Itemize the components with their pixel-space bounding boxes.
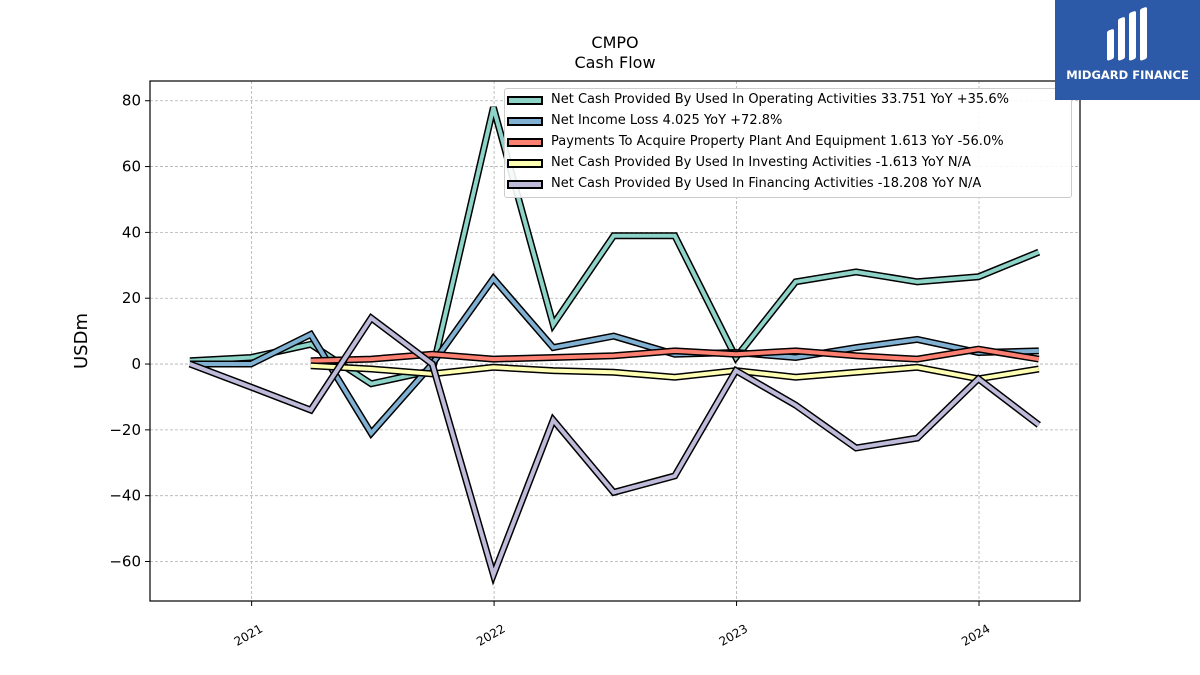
legend-item-investing: Net Cash Provided By Used In Investing A… <box>505 154 1071 175</box>
series-lines <box>188 106 1041 586</box>
legend-swatch-net-income <box>507 117 543 126</box>
y-tick-label: −20 <box>109 421 141 439</box>
y-tick-label: −40 <box>109 487 141 505</box>
x-tick-label: 2022 <box>474 621 507 648</box>
legend-label-investing: Net Cash Provided By Used In Investing A… <box>551 155 971 170</box>
x-tick-label: 2023 <box>717 621 750 648</box>
x-tick-label: 2021 <box>232 621 265 648</box>
y-axis-label: USDm <box>71 313 92 369</box>
plot-frame <box>149 80 1081 602</box>
chart-subtitle: Cash Flow <box>574 53 656 72</box>
legend-label-operating: Net Cash Provided By Used In Operating A… <box>551 92 1009 107</box>
legend-item-capex: Payments To Acquire Property Plant And E… <box>505 133 1071 154</box>
legend-swatch-operating <box>507 96 543 105</box>
y-tick-label: −60 <box>109 553 141 571</box>
logo-mark-icon <box>1107 7 1147 61</box>
y-tick-label: 60 <box>122 158 141 176</box>
legend-swatch-investing <box>507 159 543 168</box>
midgard-finance-logo: MIDGARD FINANCE <box>1055 0 1200 100</box>
y-tick-label: 80 <box>122 92 141 110</box>
y-tick-label: 20 <box>122 289 141 307</box>
series-line <box>189 315 1041 581</box>
series-4 <box>188 312 1041 586</box>
legend-swatch-capex <box>507 138 543 147</box>
y-axis: −60 −40 −20 0 20 40 60 80 <box>109 92 150 571</box>
logo-text: MIDGARD FINANCE <box>1066 68 1189 82</box>
legend-item-financing: Net Cash Provided By Used In Financing A… <box>505 175 1071 196</box>
chart-title: CMPO <box>591 33 639 52</box>
y-tick-label: 0 <box>131 355 141 373</box>
legend-label-capex: Payments To Acquire Property Plant And E… <box>551 134 1004 149</box>
legend-swatch-financing <box>507 180 543 189</box>
y-tick-label: 40 <box>122 223 141 241</box>
legend-item-operating: Net Cash Provided By Used In Operating A… <box>505 91 1071 112</box>
legend-label-financing: Net Cash Provided By Used In Financing A… <box>551 176 982 191</box>
series-line <box>310 347 1040 363</box>
series-2 <box>310 345 1040 365</box>
legend-item-net-income: Net Income Loss 4.025 YoY +72.8% <box>505 112 1071 133</box>
x-axis: 2021 2022 2023 2024 <box>232 601 993 649</box>
x-tick-label: 2024 <box>959 621 992 648</box>
legend-label-net-income: Net Income Loss 4.025 YoY +72.8% <box>551 113 783 128</box>
chart-legend: Net Cash Provided By Used In Operating A… <box>504 88 1072 198</box>
